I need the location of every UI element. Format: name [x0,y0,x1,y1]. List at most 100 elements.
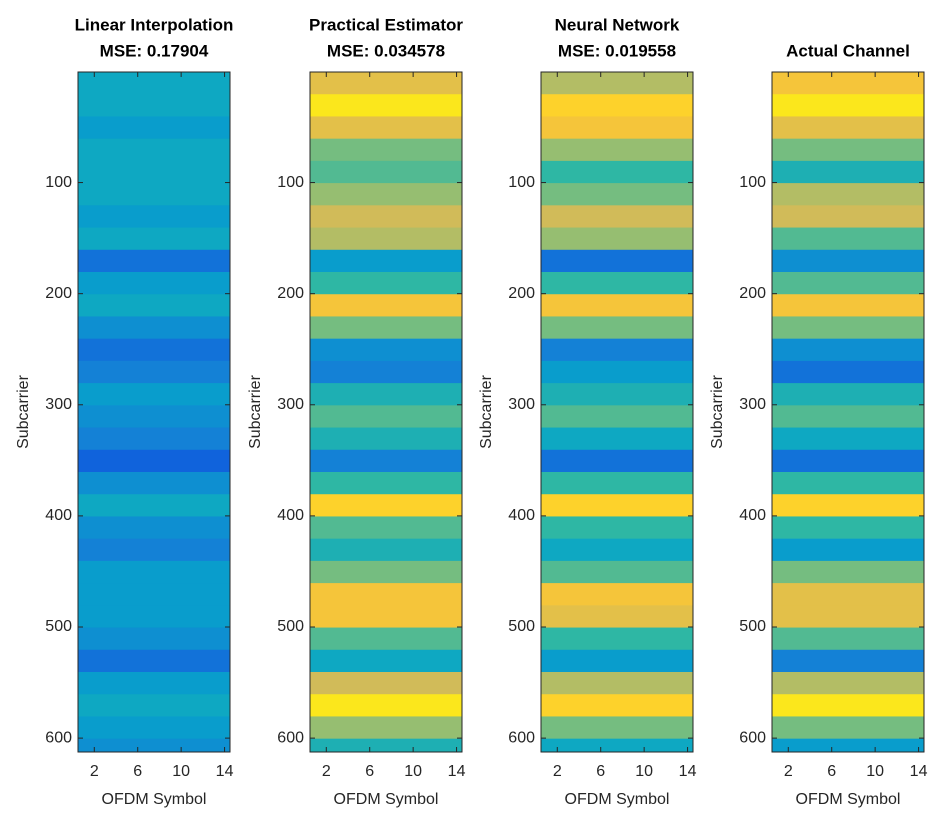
heatmap-band [541,94,693,117]
x-tick-label: 10 [404,763,422,780]
heatmap-band [78,227,230,251]
heatmap-band [772,405,924,429]
heatmap-band [310,72,462,95]
heatmap-band [310,672,462,695]
heatmap-band [772,383,924,406]
heatmap-band [310,383,462,406]
heatmap-band [310,694,462,717]
heatmap-band [772,516,924,540]
heatmap-band [310,472,462,495]
heatmap-band [541,538,693,562]
panel-title: MSE: 0.034578 [327,41,445,60]
heatmap-band [541,116,693,140]
y-tick-label: 500 [508,618,535,635]
y-tick-label: 100 [45,174,72,191]
heatmap-band [772,360,924,384]
x-axis-label: OFDM Symbol [796,791,901,808]
heatmap-band [78,94,230,117]
x-tick-label: 14 [679,763,697,780]
x-tick-label: 2 [553,763,562,780]
y-tick-label: 300 [45,396,72,413]
heatmap-band [78,383,230,406]
heatmap-band [310,205,462,229]
heatmap-band [78,583,230,606]
y-tick-label: 100 [508,174,535,191]
y-tick-label: 600 [45,729,72,746]
heatmap-band [772,494,924,517]
heatmap-band [541,494,693,517]
heatmap-band [772,716,924,740]
y-axis-label: Subcarrier [478,374,495,448]
heatmap-band [772,694,924,717]
y-tick-label: 100 [277,174,304,191]
heatmap-band [310,338,462,362]
y-tick-label: 400 [508,507,535,524]
x-tick-label: 14 [910,763,928,780]
heatmap-band [310,405,462,429]
x-tick-label: 10 [866,763,884,780]
heatmap-band [310,316,462,340]
heatmap-band [78,738,230,753]
heatmap-band [78,672,230,695]
heatmap-band [310,560,462,584]
heatmap-band [541,405,693,429]
heatmap-band [310,116,462,140]
y-tick-label: 300 [277,396,304,413]
heatmap-band [772,560,924,584]
heatmap-band [772,316,924,340]
heatmap-band [78,205,230,229]
heatmap-band [541,294,693,317]
heatmap-band [541,72,693,95]
y-axis-label: Subcarrier [709,374,726,448]
y-tick-label: 600 [739,729,766,746]
panel-title: Linear Interpolation [75,15,234,34]
heatmap-band [310,538,462,562]
heatmap-band [310,427,462,451]
heatmap-band [78,316,230,340]
heatmap-band [78,494,230,517]
heatmap-band [78,627,230,651]
heatmap-band [310,160,462,184]
y-tick-label: 200 [277,285,304,302]
y-axis-label: Subcarrier [247,374,264,448]
heatmap-band [541,694,693,717]
heatmap-band [772,583,924,606]
heatmap-band [772,227,924,251]
x-tick-label: 2 [322,763,331,780]
heatmap-band [541,627,693,651]
y-tick-label: 300 [508,396,535,413]
heatmap-band [310,227,462,251]
axes-box [309,71,463,753]
heatmap-band [541,560,693,584]
x-tick-label: 14 [448,763,466,780]
heatmap-band [772,605,924,629]
heatmap-band [772,205,924,229]
heatmap-band [78,405,230,429]
heatmap-band [310,583,462,606]
heatmap-band [541,249,693,273]
x-tick-label: 14 [216,763,234,780]
heatmap-band [541,360,693,384]
heatmap-band [772,249,924,273]
x-tick-label: 6 [365,763,374,780]
x-axis-label: OFDM Symbol [102,791,207,808]
y-axis-label: Subcarrier [15,374,32,448]
panel-title: Practical Estimator [309,15,463,34]
heatmap-band [772,538,924,562]
heatmap-band [78,649,230,673]
y-tick-label: 600 [508,729,535,746]
heatmap-band [78,694,230,717]
heatmap-band [78,183,230,206]
axes-box [771,71,925,753]
heatmap-band [310,627,462,651]
heatmap-band [541,227,693,251]
heatmap-band [310,716,462,740]
y-tick-label: 400 [739,507,766,524]
heatmap-band [772,272,924,295]
heatmap-band [541,427,693,451]
heatmap-band [772,138,924,162]
heatmap-band [78,272,230,295]
heatmap-band [772,738,924,753]
heatmap-band [541,605,693,629]
y-tick-label: 200 [45,285,72,302]
